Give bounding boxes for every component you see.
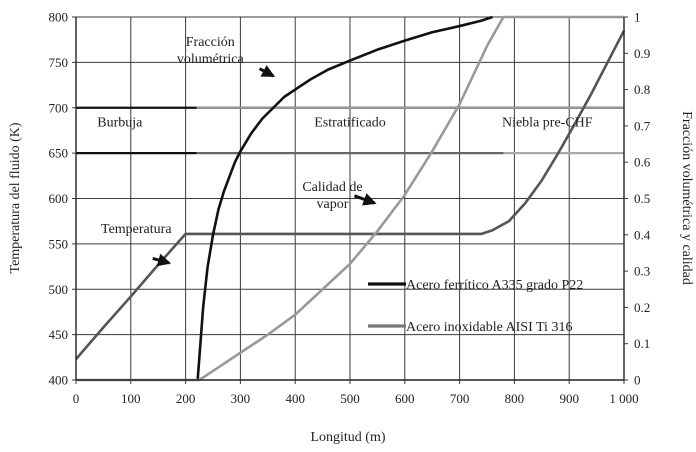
series-line-7 xyxy=(196,15,493,381)
y-left-tick-label: 800 xyxy=(49,10,69,25)
x-tick-label: 600 xyxy=(395,391,415,406)
annotation-label: Temperatura xyxy=(101,222,172,237)
x-tick-label: 400 xyxy=(285,391,305,406)
annotation-arrowhead xyxy=(362,193,377,206)
x-tick-label: 1 000 xyxy=(609,391,638,406)
y-left-tick-label: 650 xyxy=(49,146,69,161)
y-left-axis-title: Temperatura del fluido (K) xyxy=(8,122,23,273)
legend-label: Acero inoxidable AISI Ti 316 xyxy=(406,320,572,335)
y-right-tick-label: 0.9 xyxy=(634,46,650,61)
x-tick-label: 900 xyxy=(559,391,579,406)
y-left-tick-label: 750 xyxy=(49,55,69,70)
annotation-label: Fracción xyxy=(186,35,235,50)
legend-label: Acero ferrítico A335 grado P22 xyxy=(406,278,583,293)
annotation-label: Calidad de xyxy=(302,180,362,195)
y-left-tick-label: 700 xyxy=(49,100,69,115)
annotation-arrowhead xyxy=(260,65,276,77)
y-right-tick-label: 0.6 xyxy=(634,155,651,170)
y-right-tick-label: 0.3 xyxy=(634,264,650,279)
y-left-tick-label: 550 xyxy=(49,236,69,251)
x-tick-label: 700 xyxy=(450,391,470,406)
annotations: Fracción volumétrica Calidad de vapor Temper… xyxy=(101,35,377,267)
y-right-tick-label: 0.1 xyxy=(634,336,650,351)
x-tick-label: 0 xyxy=(73,391,80,406)
y-right-axis-title: Fracción volumétrica y calidad xyxy=(679,111,694,285)
series-line-8 xyxy=(76,15,624,382)
y-left-tick-label: 450 xyxy=(49,327,69,342)
y-left-tick-label: 400 xyxy=(49,373,69,388)
y-right-tick-label: 0.5 xyxy=(634,191,650,206)
y-right-tick-label: 0.2 xyxy=(634,300,650,315)
series-line-6 xyxy=(75,30,626,360)
y-right-tick-label: 1 xyxy=(634,10,641,25)
x-axis-title: Longitud (m) xyxy=(310,430,385,445)
region-label: Burbuja xyxy=(97,115,143,130)
legend: Acero ferrítico A335 grado P22 Acero inox… xyxy=(368,278,583,335)
x-tick-label: 800 xyxy=(505,391,525,406)
region-label: Estratificado xyxy=(314,115,386,130)
y-right-tick-label: 0.7 xyxy=(634,118,651,133)
x-tick-label: 300 xyxy=(231,391,251,406)
annotation-label: vapor xyxy=(317,197,349,212)
annotation-arrowhead xyxy=(156,253,172,267)
y-left-tick-label: 600 xyxy=(49,191,69,206)
x-tick-label: 100 xyxy=(121,391,141,406)
y-right-tick-label: 0.4 xyxy=(634,227,651,242)
series-layer xyxy=(75,15,626,382)
y-left-tick-label: 500 xyxy=(49,282,69,297)
ticks: 0 100 200 300 400 500 600 700 800 900 1 000 400 450 5… xyxy=(49,10,651,407)
regions: Burbuja Estratificado Niebla pre-CHF xyxy=(97,115,593,130)
annotation-label: volumétrica xyxy=(177,52,245,67)
y-right-tick-label: 0 xyxy=(634,373,641,388)
x-tick-label: 500 xyxy=(340,391,360,406)
x-tick-label: 200 xyxy=(176,391,196,406)
region-label: Niebla pre-CHF xyxy=(502,115,593,130)
y-right-tick-label: 0.8 xyxy=(634,82,650,97)
